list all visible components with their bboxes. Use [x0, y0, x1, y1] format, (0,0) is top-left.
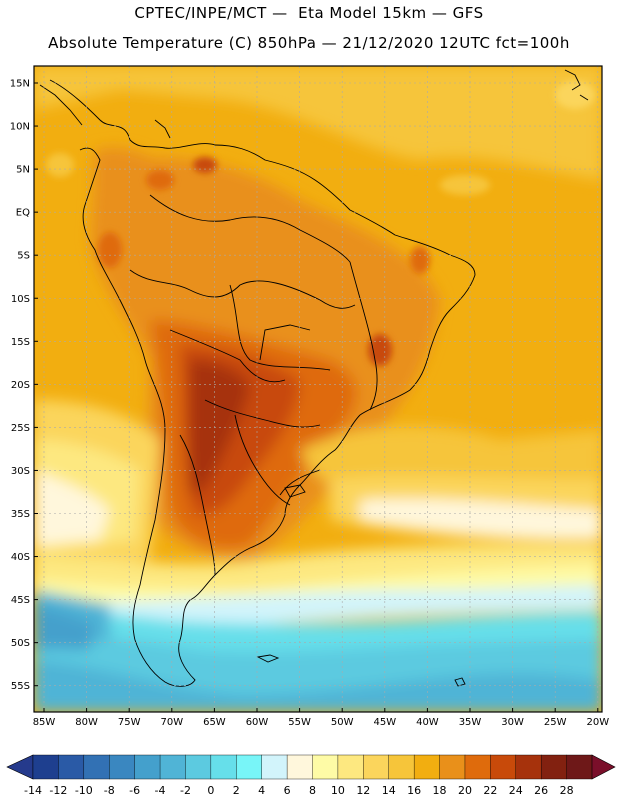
lon-label: 50W: [331, 717, 354, 728]
colorbar-over-arrow: [591, 754, 616, 780]
colorbar-label: -6: [129, 784, 140, 797]
lat-label: 35S: [11, 509, 30, 520]
colorbar-swatch: [109, 754, 136, 780]
colorbar-label: 12: [356, 784, 370, 797]
lon-label: 80W: [75, 717, 98, 728]
longitude-labels: 85W 80W 75W 70W 65W 60W 55W 50W 45W 40W 35W 30W 25W 2…: [33, 708, 609, 728]
lon-label: 85W: [33, 717, 56, 728]
lat-label: 10S: [11, 294, 30, 305]
lon-label: 60W: [246, 717, 269, 728]
colorbar-label: 6: [284, 784, 291, 797]
map-frame: [33, 65, 603, 713]
colorbar-label: -10: [75, 784, 93, 797]
colorbar-swatch: [58, 754, 85, 780]
colorbar-swatch: [261, 754, 288, 780]
lon-label: 25W: [544, 717, 567, 728]
colorbar-swatch: [388, 754, 415, 780]
chart-title-line1: CPTEC/INPE/MCT — Eta Model 15km — GFS: [134, 4, 484, 22]
colorbar-label: 10: [331, 784, 345, 797]
lon-label: 40W: [416, 717, 439, 728]
colorbar-swatch: [312, 754, 339, 780]
lon-label: 45W: [373, 717, 396, 728]
colorbar-label: 18: [433, 784, 447, 797]
colorbar-swatch: [540, 754, 567, 780]
colorbar-under-arrow: [6, 754, 34, 780]
lon-label: 70W: [160, 717, 183, 728]
colorbar-swatch: [566, 754, 593, 780]
lat-label: 5N: [16, 165, 30, 176]
colorbar-label: 22: [483, 784, 497, 797]
coastlines: [39, 69, 589, 687]
lat-label: 50S: [11, 638, 30, 649]
lat-label: 45S: [11, 595, 30, 606]
colorbar-label: 24: [509, 784, 523, 797]
colorbar-swatch: [337, 754, 364, 780]
lon-label: 35W: [459, 717, 482, 728]
colorbar-swatch: [490, 754, 517, 780]
latitude-labels: 15N 10N 5N EQ 5S 10S 15S 20S 25S 30S 35S 40S 45S 50S 5…: [10, 79, 38, 692]
colorbar-swatch: [134, 754, 161, 780]
colorbar-label: 2: [233, 784, 240, 797]
colorbar: -14 -12 -10 -8 -6 -4 -2 0 2 4 6 8 10 12 14 16 18 20 22 24 26…: [6, 754, 616, 797]
colorbar-label: -2: [180, 784, 191, 797]
lat-label: 55S: [11, 681, 30, 692]
lon-label: 75W: [118, 717, 141, 728]
colorbar-swatch: [413, 754, 440, 780]
lat-label: EQ: [16, 208, 30, 219]
colorbar-label: 26: [534, 784, 548, 797]
colorbar-swatch: [32, 754, 59, 780]
lon-label: 30W: [501, 717, 524, 728]
colorbar-swatch: [515, 754, 542, 780]
colorbar-swatch: [464, 754, 491, 780]
colorbar-label: 16: [407, 784, 421, 797]
colorbar-label: -14: [24, 784, 42, 797]
lon-label: 20W: [586, 717, 609, 728]
colorbar-swatch: [185, 754, 212, 780]
lat-label: 10N: [10, 122, 30, 133]
colorbar-swatch: [210, 754, 237, 780]
colorbar-swatch: [236, 754, 263, 780]
colorbar-label: -4: [155, 784, 166, 797]
lat-label: 20S: [11, 380, 30, 391]
lat-label: 40S: [11, 552, 30, 563]
colorbar-swatch: [159, 754, 186, 780]
colorbar-label: -8: [104, 784, 115, 797]
colorbar-label: 4: [258, 784, 265, 797]
colorbar-label: 28: [560, 784, 574, 797]
colorbar-swatch: [286, 754, 313, 780]
lat-label: 15S: [11, 337, 30, 348]
colorbar-label: 14: [382, 784, 396, 797]
lat-label: 15N: [10, 79, 30, 90]
colorbar-label: 0: [207, 784, 214, 797]
colorbar-swatch: [439, 754, 466, 780]
lon-label: 55W: [288, 717, 311, 728]
colorbar-label: 20: [458, 784, 472, 797]
lon-label: 65W: [203, 717, 226, 728]
lat-label: 30S: [11, 466, 30, 477]
lat-label: 25S: [11, 423, 30, 434]
lat-label: 5S: [17, 251, 30, 262]
colorbar-swatch: [363, 754, 390, 780]
colorbar-swatch: [83, 754, 110, 780]
colorbar-label: 8: [309, 784, 316, 797]
temperature-field: [34, 66, 602, 712]
chart-title-line2: Absolute Temperature (C) 850hPa — 21/12/…: [48, 34, 570, 52]
colorbar-label: -12: [49, 784, 67, 797]
